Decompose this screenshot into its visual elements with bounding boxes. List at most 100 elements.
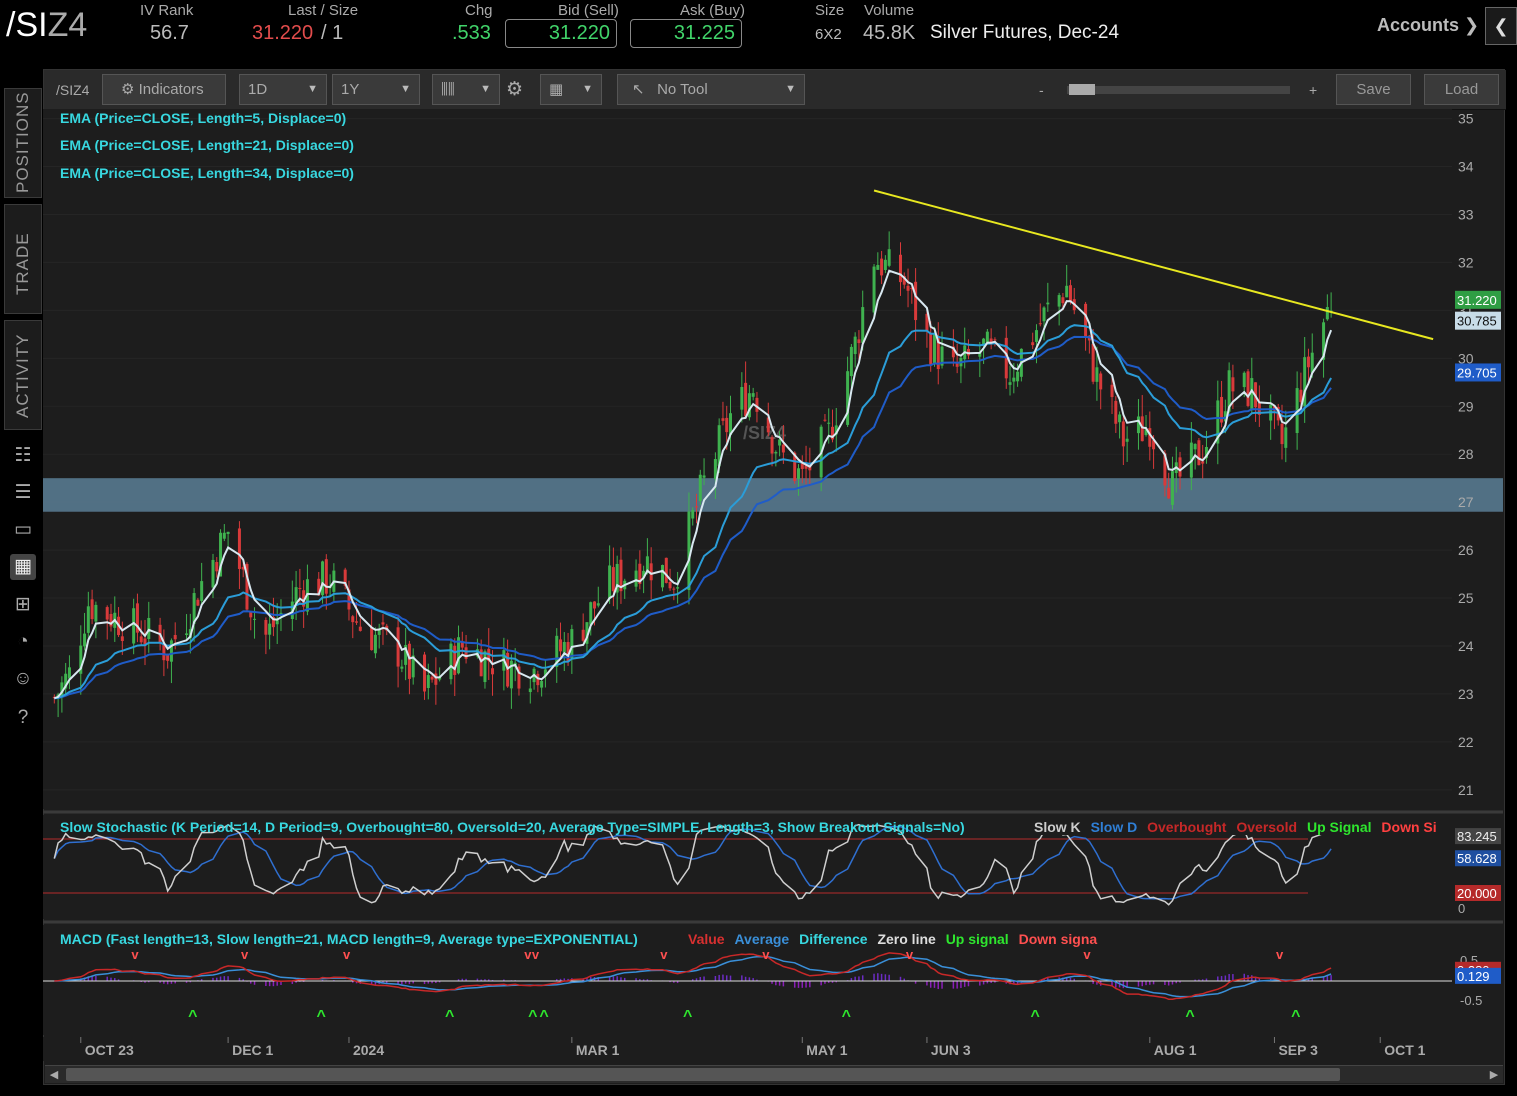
price-tick-label: 28 (1458, 446, 1474, 462)
list-icon[interactable]: ☰ (14, 482, 32, 503)
candle-body (411, 655, 415, 678)
candle-body (211, 559, 215, 588)
candle-body (1220, 396, 1224, 423)
ema5-label[interactable]: EMA (Price=CLOSE, Length=5, Displace=0) (60, 110, 347, 126)
time-axis-bg (43, 1037, 1503, 1061)
macd-legend-item: Up signal (945, 931, 1013, 947)
candle-body (1246, 371, 1250, 406)
candle-body (1125, 438, 1129, 442)
ema21-label[interactable]: EMA (Price=CLOSE, Length=21, Displace=0) (60, 137, 354, 153)
candle-body (351, 616, 355, 623)
last-size-label: Last / Size (288, 2, 359, 19)
candle-body (192, 593, 196, 624)
macd-signals: v ^ v ^ v ^ v ^ v ^ v ^ v ^ v ^ v ^ v ^ (131, 947, 1300, 1025)
scroll-right-icon[interactable]: ▶ (1489, 1069, 1499, 1081)
time-tick-label: OCT 23 (85, 1042, 134, 1058)
candle-body (929, 333, 933, 365)
tab-trade-label: TRADE (13, 232, 32, 295)
candle-body (993, 339, 997, 341)
candle-body (668, 581, 672, 589)
stochastic-study-label[interactable]: Slow Stochastic (K Period=14, D Period=9… (60, 819, 965, 835)
tab-positions[interactable]: POSITIONS (4, 88, 42, 198)
candle-body (275, 620, 279, 625)
candle-body (744, 382, 748, 417)
chart-icon[interactable]: ▦ (10, 554, 36, 580)
candle-body (1167, 487, 1171, 499)
tool-select[interactable]: ↖ No Tool ▼ (617, 74, 805, 105)
watchlist-icon[interactable]: ☷ (14, 445, 32, 466)
tv-icon[interactable]: ▭ (14, 519, 32, 540)
range-select[interactable]: 1Y ▼ (332, 74, 420, 105)
stochastic-tag-label: 83.245 (1457, 829, 1497, 844)
macd-up-signal: ^ (842, 1008, 851, 1025)
candle-body (237, 528, 241, 569)
candle-body (1306, 356, 1310, 368)
macd-legend-item: Difference (799, 931, 872, 947)
candle-body (226, 531, 230, 534)
candle-body (562, 641, 566, 653)
price-tick-label: 22 (1458, 734, 1474, 750)
gauge-icon[interactable]: ◔ (17, 631, 29, 652)
macd-tag (1455, 967, 1501, 984)
size-detail: 6X2 (815, 26, 842, 43)
candle-body (910, 287, 914, 289)
zoom-in-button[interactable]: + (1309, 82, 1318, 98)
tab-activity[interactable]: ACTIVITY (4, 320, 42, 430)
scroll-thumb[interactable] (66, 1068, 1340, 1081)
candle-body (139, 636, 143, 643)
candle-body (245, 564, 249, 610)
volume-value: 45.8K (863, 22, 916, 44)
scroll-left-icon[interactable]: ◀ (49, 1069, 59, 1081)
accounts-menu[interactable]: Accounts ❯ (1377, 15, 1479, 36)
price-tag (1455, 290, 1501, 309)
candle-body (219, 532, 223, 577)
candle-body (1223, 411, 1227, 422)
candle-body (883, 259, 887, 271)
price-tick-label: 25 (1458, 590, 1474, 606)
bid-sell-button[interactable]: 31.220 (505, 19, 617, 48)
iv-rank-value: 56.7 (150, 22, 189, 44)
symbol-title[interactable]: /SIZ4 (6, 6, 88, 44)
ema34-label[interactable]: EMA (Price=CLOSE, Length=34, Displace=0) (60, 165, 354, 181)
iv-rank-label: IV Rank (140, 2, 194, 19)
tab-trade[interactable]: TRADE (4, 204, 42, 314)
chevron-left-icon[interactable]: ❮ (1485, 7, 1517, 45)
candle-body (691, 510, 695, 519)
macd-down-signal: v (762, 947, 770, 962)
time-tick-label: MAR 1 (576, 1042, 620, 1058)
chart-toolbar: /SIZ4 ⚙ Indicators 1D ▼ 1Y ▼ ⫼⫼ ▼ ⚙ ▦ ▼ ↖ No… (44, 70, 1506, 110)
stochastic-legend-item: Slow K (1034, 819, 1085, 835)
help-icon[interactable]: ? (17, 707, 29, 728)
load-button[interactable]: Load (1424, 74, 1499, 105)
drawings-select[interactable]: ▦ ▼ (540, 74, 602, 105)
users-icon[interactable]: ☺ (13, 668, 33, 689)
macd-study-label[interactable]: MACD (Fast length=13, Slow length=21, MA… (60, 931, 638, 947)
chart-style-select[interactable]: ⫼⫼ ▼ (432, 74, 500, 105)
candle-body (147, 617, 151, 639)
grid-icon[interactable]: ⊞ (15, 594, 31, 615)
ask-buy-button[interactable]: 31.225 (630, 19, 742, 48)
zoom-slider-track[interactable] (1067, 86, 1290, 94)
macd-down-signal: v (241, 947, 249, 962)
zoom-slider-thumb[interactable] (1069, 84, 1095, 95)
candle-body (1144, 429, 1148, 435)
price-tag-label: 30.785 (1457, 314, 1497, 329)
candle-body (1216, 400, 1220, 444)
candle-body (589, 602, 593, 625)
instrument-description: Silver Futures, Dec-24 (930, 22, 1120, 43)
price-tags: 31.220 30.785 29.705 (1455, 290, 1501, 382)
candle-body (830, 426, 834, 440)
settings-gear-icon[interactable]: ⚙ (506, 79, 524, 100)
stochastic-legend-item: Down Si (1381, 819, 1437, 835)
indicators-button[interactable]: ⚙ Indicators (102, 74, 226, 105)
aggregation-select[interactable]: 1D ▼ (239, 74, 327, 105)
save-button[interactable]: Save (1336, 74, 1411, 105)
horizontal-scrollbar[interactable]: ◀ ▶ (45, 1065, 1503, 1083)
candle-body (1057, 295, 1061, 307)
candle-body (404, 644, 408, 665)
candle-body (1231, 377, 1235, 392)
candle-body (196, 599, 200, 606)
chevron-down-icon: ▼ (582, 83, 593, 95)
zoom-out-button[interactable]: - (1039, 82, 1044, 98)
